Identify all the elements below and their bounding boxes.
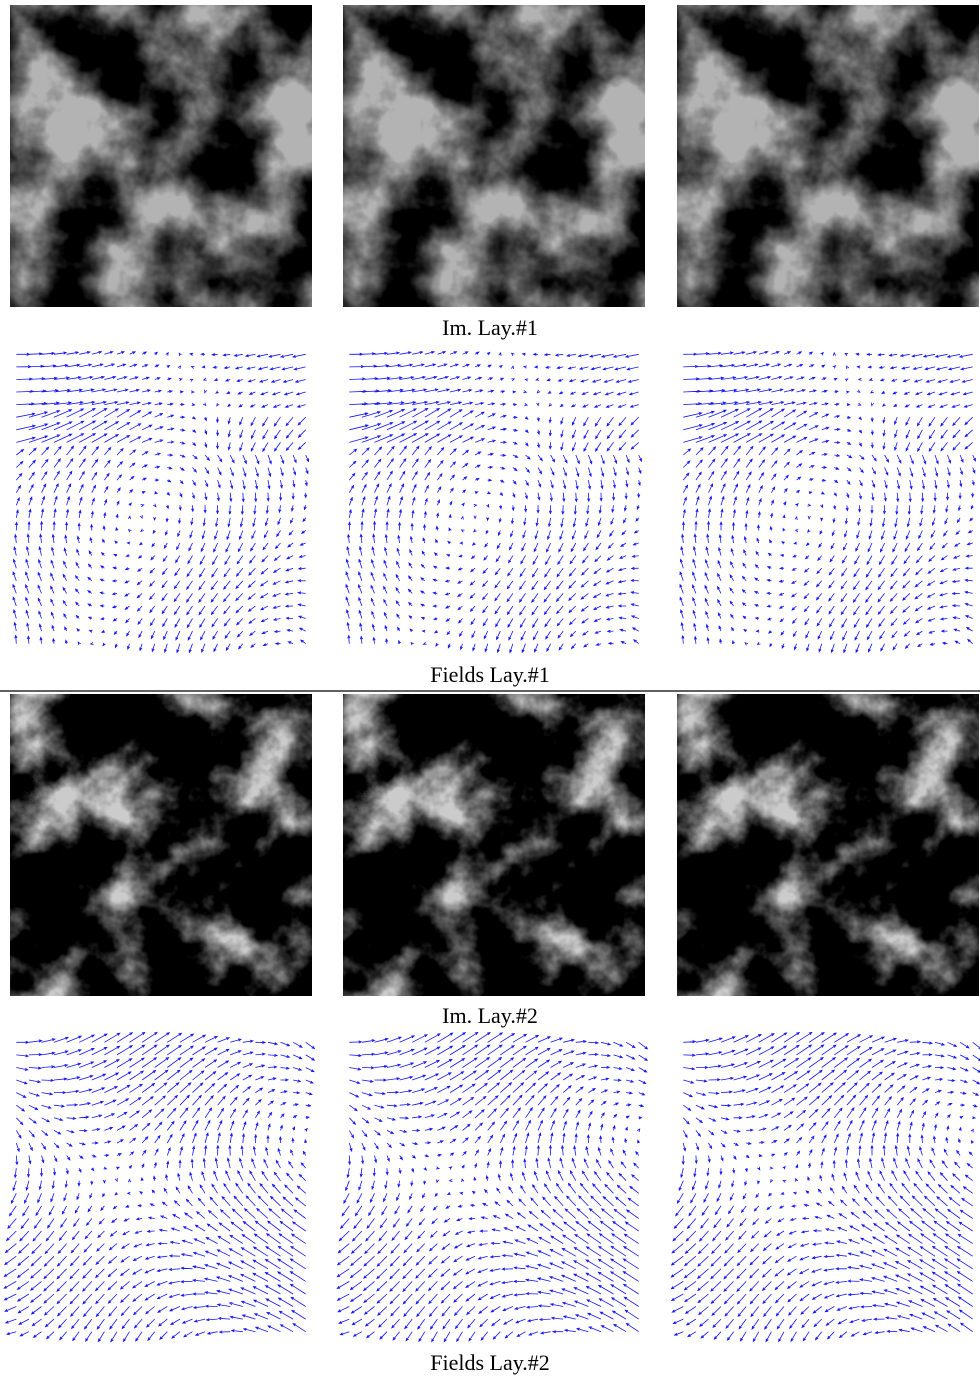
- cloud-layer: [10, 5, 312, 307]
- vector-field: [12, 350, 310, 654]
- satellite-image: [677, 5, 979, 307]
- fields-caption: Fields Lay.#2: [430, 1350, 550, 1375]
- satellite-image: [677, 694, 979, 996]
- vector-field: [679, 351, 976, 654]
- panels: [3, 5, 980, 1343]
- cloud-layer: [343, 5, 645, 307]
- vector-field: [336, 1031, 649, 1343]
- satellite-image: [10, 5, 312, 307]
- vector-field: [3, 1031, 316, 1343]
- image-caption: Im. Lay.#1: [442, 315, 538, 340]
- satellite-image: [343, 694, 645, 996]
- cloud-layer: [677, 5, 979, 307]
- cloud-layer: [343, 694, 645, 996]
- vector-field: [345, 351, 643, 654]
- vector-field: [670, 1031, 980, 1343]
- satellite-image: [343, 5, 645, 307]
- image-caption: Im. Lay.#2: [442, 1003, 538, 1028]
- satellite-image: [10, 694, 312, 996]
- fields-caption: Fields Lay.#1: [430, 662, 550, 687]
- cloud-layer: [10, 694, 312, 996]
- cloud-layer: [677, 694, 979, 996]
